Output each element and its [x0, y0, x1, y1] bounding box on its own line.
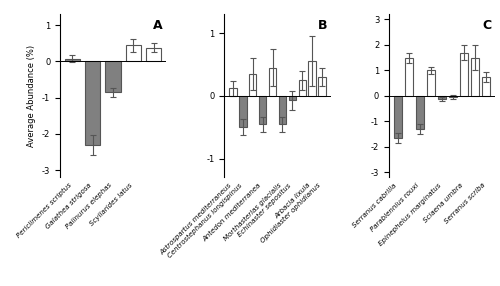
Bar	[278, 96, 286, 124]
Y-axis label: Average Abundance (%): Average Abundance (%)	[28, 45, 36, 147]
Bar	[318, 77, 326, 96]
Bar	[471, 57, 479, 96]
Bar	[438, 96, 446, 99]
Text: B: B	[318, 19, 328, 32]
Bar	[460, 53, 468, 96]
Bar	[482, 77, 490, 96]
Bar	[230, 88, 236, 96]
Bar	[65, 59, 80, 61]
Bar	[288, 96, 296, 100]
Bar	[298, 80, 306, 96]
Bar	[404, 57, 413, 96]
Bar	[126, 45, 141, 61]
Bar	[259, 96, 266, 124]
Bar	[249, 74, 256, 96]
Text: C: C	[482, 19, 492, 32]
Bar	[239, 96, 246, 127]
Bar	[449, 96, 457, 97]
Bar	[106, 61, 120, 92]
Bar	[427, 70, 435, 96]
Bar	[269, 67, 276, 96]
Bar	[416, 96, 424, 129]
Bar	[85, 61, 100, 145]
Text: A: A	[154, 19, 163, 32]
Bar	[394, 96, 402, 138]
Bar	[308, 61, 316, 96]
Bar	[146, 48, 162, 61]
